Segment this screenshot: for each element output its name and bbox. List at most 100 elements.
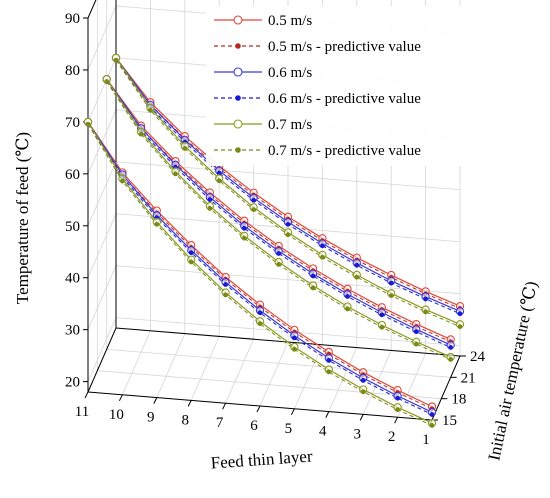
predictive-data-point [429, 412, 435, 417]
predictive-data-point [276, 251, 282, 256]
predictive-data-point [379, 324, 385, 330]
predictive-data-point [360, 389, 366, 395]
predictive-data-point [104, 79, 110, 84]
predictive-data-point [292, 346, 297, 352]
x-tick-mark [222, 402, 227, 410]
x-tick-label: 10 [109, 407, 124, 423]
legend: 0.5 m/s 0.5 m/s - predictive value 0.6 m/s… [206, 6, 470, 166]
predictive-data-point [379, 312, 385, 318]
predictive-data-point [285, 221, 291, 227]
predictive-data-point [310, 285, 316, 291]
predictive-data-point [423, 309, 428, 315]
x-tick-label: 1 [422, 432, 430, 448]
predictive-data-point [320, 254, 325, 260]
predictive-data-point [320, 243, 325, 249]
side-wall-gridline [87, 265, 117, 330]
x-tick-label: 8 [181, 412, 189, 428]
predictive-data-point [257, 321, 263, 327]
predictive-data-point [310, 273, 316, 279]
x-tick-mark [187, 400, 192, 407]
legend-label: 0.7 m/s [268, 117, 312, 133]
series-predictive-line-06-d15 [87, 123, 433, 415]
predictive-data-point [173, 171, 178, 177]
top-left-edge [87, 0, 97, 19]
x-tick-label: 11 [75, 404, 89, 420]
x-tick-mark [256, 405, 261, 413]
x-tick-label: 6 [250, 418, 258, 434]
predictive-data-point [292, 335, 297, 341]
x-tick-mark [325, 411, 330, 418]
predictive-data-point [241, 235, 247, 241]
floor-gridline [362, 350, 392, 415]
side-wall-gridline [87, 213, 117, 278]
series-line-07-d15 [87, 121, 433, 424]
series-predictive-line-07-d15 [87, 123, 433, 426]
floor-gridline [106, 348, 451, 378]
z-tick-label: 90 [65, 11, 80, 27]
predictive-data-point [457, 311, 463, 317]
legend-background [206, 6, 470, 166]
predictive-data-point [188, 250, 194, 256]
y-tick-label: 18 [451, 392, 466, 408]
z-tick-label: 60 [65, 167, 80, 183]
y-axis-title: Initial air temperature (℃) [484, 279, 541, 462]
side-wall-gridline [87, 317, 117, 382]
predictive-data-point [360, 377, 366, 383]
predictive-data-point [251, 197, 256, 203]
x-tick-mark [394, 416, 399, 424]
x-tick-label: 2 [388, 429, 396, 445]
side-wall-gridline [87, 57, 117, 123]
x-tick-label: 3 [353, 426, 361, 442]
side-wall-gridline [87, 161, 117, 226]
z-tick-label: 40 [65, 271, 80, 287]
x-tick-label: 9 [147, 410, 155, 426]
predictive-data-point [85, 121, 91, 127]
predictive-data-point [207, 197, 213, 202]
floor-gridline [259, 341, 289, 407]
predictive-data-point [188, 259, 194, 265]
z-axis-title: Temperature of feed (℃) [13, 132, 32, 304]
floor-gridline [397, 353, 426, 418]
legend-label: 0.6 m/s [268, 65, 312, 81]
axes-frame [83, 0, 466, 427]
legend-marker [233, 67, 243, 77]
legend-label: 0.6 m/s - predictive value [268, 91, 421, 107]
predictive-data-point [223, 292, 229, 298]
floor-gridline [97, 370, 442, 400]
y-tick-label: 15 [442, 413, 457, 429]
predictive-data-point [345, 306, 350, 312]
floor-gridline [156, 333, 186, 398]
series-predictive-line-06-d21 [106, 81, 451, 348]
predictive-data-point [395, 395, 400, 401]
predictive-data-point [241, 225, 247, 231]
predictive-data-point [326, 369, 332, 375]
predictive-data-point [413, 329, 419, 335]
x-tick-mark [153, 397, 158, 404]
predictive-data-point [154, 221, 160, 227]
x-tick-label: 4 [319, 424, 327, 440]
predictive-data-point [285, 232, 291, 238]
predictive-data-point [251, 207, 256, 212]
legend-label: 0.5 m/s [268, 13, 312, 29]
y-axis-line [431, 355, 461, 421]
predictive-data-point [182, 146, 188, 151]
y-tick-label: 21 [461, 370, 476, 386]
predictive-data-point [423, 296, 428, 302]
x-tick-label: 5 [285, 421, 293, 437]
predictive-data-point [148, 107, 153, 113]
legend-label: 0.7 m/s - predictive value [268, 143, 421, 159]
predictive-data-point [354, 262, 360, 268]
predictive-data-point [257, 310, 263, 316]
predictive-data-point [276, 261, 282, 267]
floor-gridline [294, 344, 323, 409]
legend-marker [235, 43, 241, 49]
predictive-data-point [448, 345, 454, 350]
series-layer [83, 53, 465, 428]
legend-label: 0.5 m/s - predictive value [268, 39, 421, 55]
floor-gridline [225, 339, 254, 404]
y-tick-label: 24 [470, 349, 486, 365]
series-predictive-line-05-d24 [115, 59, 461, 309]
